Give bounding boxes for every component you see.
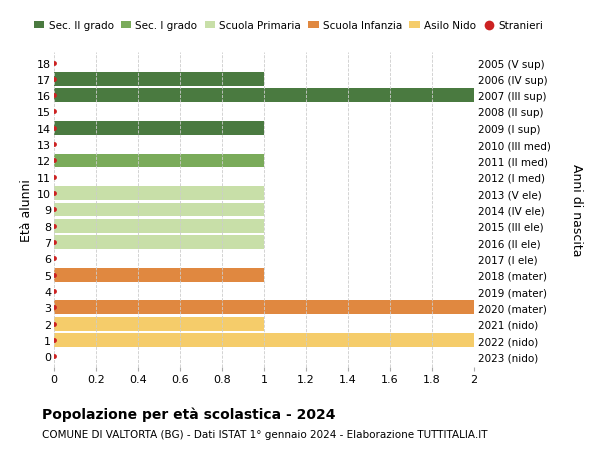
Bar bbox=[54, 333, 474, 347]
Bar bbox=[54, 301, 474, 315]
Bar bbox=[54, 89, 474, 103]
Text: Popolazione per età scolastica - 2024: Popolazione per età scolastica - 2024 bbox=[42, 406, 335, 421]
Bar bbox=[54, 235, 264, 250]
Bar bbox=[54, 187, 264, 201]
Bar bbox=[54, 154, 264, 168]
Bar bbox=[54, 203, 264, 217]
Bar bbox=[54, 317, 264, 331]
Text: COMUNE DI VALTORTA (BG) - Dati ISTAT 1° gennaio 2024 - Elaborazione TUTTITALIA.I: COMUNE DI VALTORTA (BG) - Dati ISTAT 1° … bbox=[42, 429, 487, 439]
Bar bbox=[54, 122, 264, 135]
Bar bbox=[54, 268, 264, 282]
Bar bbox=[54, 219, 264, 233]
Bar bbox=[54, 73, 264, 87]
Y-axis label: Età alunni: Età alunni bbox=[20, 179, 33, 241]
Legend: Sec. II grado, Sec. I grado, Scuola Primaria, Scuola Infanzia, Asilo Nido, Stran: Sec. II grado, Sec. I grado, Scuola Prim… bbox=[30, 17, 547, 35]
Y-axis label: Anni di nascita: Anni di nascita bbox=[571, 164, 583, 256]
